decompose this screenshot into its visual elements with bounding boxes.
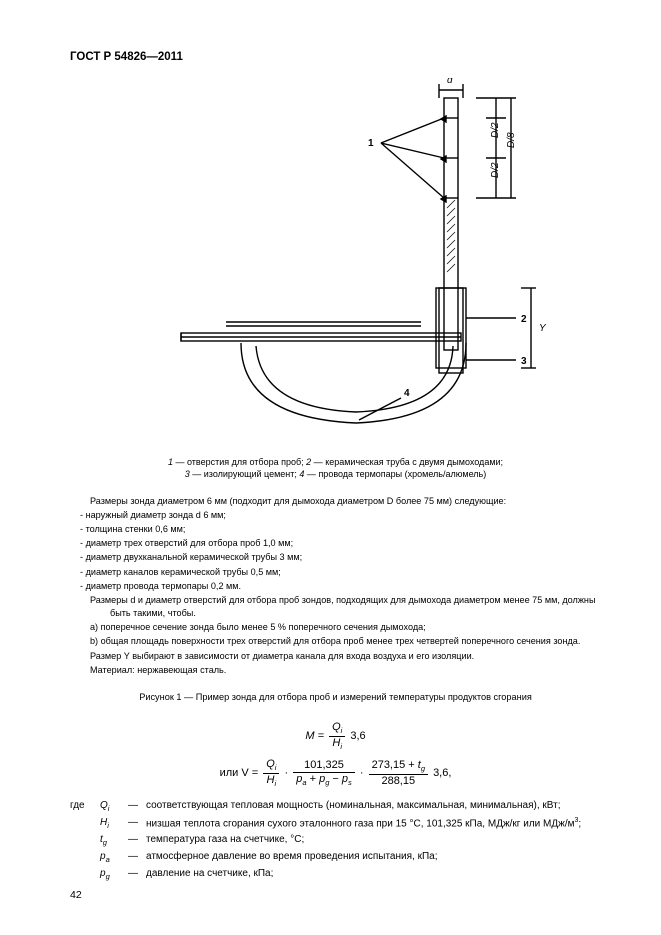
callout-1: 1 bbox=[368, 138, 374, 149]
def-row: Hi — низшая теплота сгорания сухого этал… bbox=[70, 816, 601, 831]
definitions: где Qi — соответствующая тепловая мощнос… bbox=[70, 799, 601, 883]
pb: b) общая площадь поверхности трех отверс… bbox=[70, 635, 601, 648]
formula-v: или V = Qi Hi · 101,325 pa + pg − ps · 2… bbox=[70, 758, 601, 789]
doc-header: ГОСТ Р 54826—2011 bbox=[70, 50, 601, 66]
callout-4: 4 bbox=[404, 388, 410, 399]
li6: диаметр провода термопары 0,2 мм. bbox=[70, 580, 601, 593]
f-tail1: 3,6 bbox=[350, 731, 365, 743]
figure-legend: 1 — отверстия для отбора проб; 2 — керам… bbox=[70, 456, 601, 481]
body-text: Размеры зонда диаметром 6 мм (подходит д… bbox=[70, 495, 601, 677]
p4: Материал: нержавеющая сталь. bbox=[70, 664, 601, 677]
p3: Размер Y выбирают в зависимости от диаме… bbox=[70, 650, 601, 663]
figure-caption: Рисунок 1 — Пример зонда для отбора проб… bbox=[70, 691, 601, 703]
leg-i3: 3 — bbox=[185, 469, 202, 479]
li3: диаметр трех отверстий для отбора проб 1… bbox=[70, 537, 601, 550]
f-m-eq: M = bbox=[305, 731, 324, 743]
def-row: pg — давление на счетчике, кПа; bbox=[70, 867, 601, 882]
def-row: pa — атмосферное давление во время прове… bbox=[70, 850, 601, 865]
dim-y: Y bbox=[539, 323, 547, 334]
p2: Размеры d и диаметр отверстий для отбора… bbox=[90, 594, 601, 620]
li5: диаметр каналов керамической трубы 0,5 м… bbox=[70, 566, 601, 579]
leg-t4: провода термопары (хромель/алюмель) bbox=[318, 469, 486, 479]
callout-3: 3 bbox=[521, 356, 527, 367]
leg-i2: 2 — bbox=[306, 457, 323, 467]
leg-t3: изолирующий цемент; bbox=[204, 469, 297, 479]
f-or: или V = bbox=[220, 767, 259, 779]
def-lead: где bbox=[70, 799, 100, 814]
dim-d: d bbox=[447, 78, 453, 86]
li2: толщина стенки 0,6 мм; bbox=[70, 523, 601, 536]
page-number: 42 bbox=[70, 888, 601, 902]
dim-d8: D/8 bbox=[506, 132, 517, 148]
def-row: где Qi — соответствующая тепловая мощнос… bbox=[70, 799, 601, 814]
li1: наружный диаметр зонда d 6 мм; bbox=[70, 509, 601, 522]
dim-d2b: D/2 bbox=[490, 122, 501, 138]
figure-1-diagram: d 1 2 3 4 Y D/2 D/2 D/8 bbox=[70, 78, 601, 448]
dim-d2a: D/2 bbox=[490, 162, 501, 178]
leg-t1: отверстия для отбора проб; bbox=[187, 457, 304, 467]
leg-i1: 1 — bbox=[168, 457, 185, 467]
pa: a) поперечное сечение зонда было менее 5… bbox=[70, 621, 601, 634]
def-row: tg — температура газа на счетчике, °C; bbox=[70, 833, 601, 848]
callout-2: 2 bbox=[521, 314, 527, 325]
leg-i4: 4 — bbox=[299, 469, 316, 479]
p1: Размеры зонда диаметром 6 мм (подходит д… bbox=[70, 495, 601, 508]
f-tail2: 3,6, bbox=[433, 767, 451, 779]
li4: диаметр двухканальной керамической трубы… bbox=[70, 551, 601, 564]
formula-m: M = Qi Hi 3,6 bbox=[70, 721, 601, 752]
leg-t2: керамическая труба с двумя дымоходами; bbox=[325, 457, 503, 467]
